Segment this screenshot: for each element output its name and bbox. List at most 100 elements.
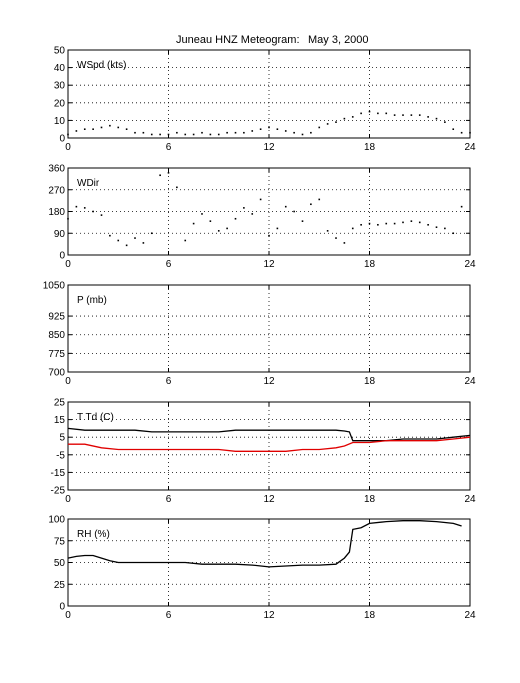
data-point bbox=[234, 131, 237, 134]
panel-1: 0 6 12 18 24 0 10 20 30 40 50 WSpd (kts) bbox=[54, 46, 476, 154]
data-point bbox=[427, 223, 429, 226]
x-tick-label: 18 bbox=[364, 494, 376, 505]
y-tick-label: 40 bbox=[54, 63, 66, 74]
x-tick-label: 24 bbox=[464, 259, 476, 270]
series-line-2 bbox=[68, 436, 471, 452]
y-tick-label: 20 bbox=[54, 98, 66, 109]
axes-box bbox=[67, 284, 471, 373]
data-point bbox=[268, 126, 270, 129]
data-point bbox=[109, 124, 111, 127]
panel-label: P (mb) bbox=[77, 295, 107, 306]
data-point bbox=[251, 213, 254, 215]
data-point bbox=[100, 126, 103, 129]
data-point bbox=[343, 242, 346, 244]
y-tick-label: 90 bbox=[54, 229, 66, 240]
data-point bbox=[150, 232, 153, 235]
y-tick-label: 25 bbox=[54, 398, 66, 409]
series-line-1 bbox=[67, 427, 471, 442]
data-point bbox=[209, 220, 212, 222]
data-point bbox=[435, 226, 438, 229]
data-point bbox=[176, 131, 178, 134]
data-point bbox=[418, 114, 421, 116]
data-point bbox=[201, 131, 203, 134]
x-tick-label: 12 bbox=[263, 494, 275, 505]
y-tick-label: 50 bbox=[54, 46, 66, 57]
data-point bbox=[134, 131, 136, 134]
data-point bbox=[351, 227, 354, 230]
x-tick-label: 6 bbox=[166, 610, 172, 621]
y-tick-label: -5 bbox=[56, 450, 65, 461]
data-point bbox=[368, 222, 371, 225]
data-point bbox=[284, 130, 287, 132]
data-point bbox=[67, 217, 69, 220]
data-point bbox=[134, 237, 136, 239]
y-tick-label: 5 bbox=[59, 433, 65, 444]
y-tick-label: 270 bbox=[48, 185, 65, 196]
panel-label: T Td (C) bbox=[77, 412, 114, 423]
y-tick-label: 25 bbox=[54, 580, 66, 591]
x-tick-label: 24 bbox=[464, 376, 476, 387]
panel-4: 0 6 12 18 24 -25 -15 -5 5 15 25 T Td (C) bbox=[51, 398, 476, 506]
x-tick-label: 0 bbox=[65, 494, 71, 505]
y-tick-label: -25 bbox=[51, 486, 66, 497]
data-point bbox=[201, 213, 203, 215]
data-point bbox=[226, 227, 228, 230]
data-point bbox=[301, 133, 304, 136]
y-tick-label: 700 bbox=[48, 368, 65, 379]
panel-5: 0 6 12 18 24 0 25 50 75 100 RH (%) bbox=[48, 515, 476, 622]
data-point bbox=[410, 114, 413, 116]
panel-2: 0 6 12 18 24 0 90 180 270 360 WDir bbox=[48, 164, 476, 271]
data-point bbox=[343, 117, 346, 120]
data-point bbox=[117, 239, 120, 242]
x-tick-label: 12 bbox=[263, 610, 275, 621]
data-point bbox=[310, 203, 312, 206]
data-point bbox=[243, 131, 245, 134]
data-point bbox=[92, 210, 94, 213]
data-point bbox=[360, 223, 362, 226]
data-point bbox=[293, 131, 295, 134]
data-point bbox=[117, 126, 120, 129]
panel-label: WSpd (kts) bbox=[77, 60, 126, 71]
x-tick-label: 12 bbox=[263, 259, 275, 270]
x-tick-label: 12 bbox=[263, 142, 275, 153]
data-point bbox=[67, 133, 69, 136]
y-tick-label: 1050 bbox=[43, 281, 66, 292]
x-tick-label: 0 bbox=[65, 142, 71, 153]
y-tick-label: 10 bbox=[54, 116, 66, 127]
data-point bbox=[368, 110, 371, 113]
data-point bbox=[176, 186, 178, 189]
data-point bbox=[284, 205, 287, 208]
y-tick-label: 850 bbox=[48, 330, 65, 341]
y-tick-label: 360 bbox=[48, 164, 65, 175]
y-tick-label: 75 bbox=[54, 536, 66, 547]
data-point bbox=[293, 210, 295, 213]
data-point bbox=[335, 121, 337, 123]
data-point bbox=[402, 114, 404, 116]
data-point bbox=[142, 242, 145, 244]
x-tick-label: 6 bbox=[166, 376, 172, 387]
data-point bbox=[427, 116, 429, 118]
y-tick-label: 925 bbox=[48, 312, 65, 323]
data-point bbox=[192, 222, 195, 225]
data-point bbox=[402, 221, 404, 224]
data-point bbox=[259, 198, 262, 201]
data-point bbox=[217, 133, 220, 136]
y-tick-label: 100 bbox=[48, 515, 65, 526]
panel-label: RH (%) bbox=[77, 529, 110, 540]
data-point bbox=[385, 112, 388, 115]
x-tick-label: 0 bbox=[65, 610, 71, 621]
data-point bbox=[351, 116, 354, 118]
x-tick-label: 18 bbox=[364, 259, 376, 270]
data-point bbox=[209, 133, 212, 136]
data-point bbox=[326, 230, 329, 232]
data-point bbox=[301, 220, 304, 222]
x-tick-label: 18 bbox=[364, 376, 376, 387]
y-tick-label: 50 bbox=[54, 558, 66, 569]
series-line-1 bbox=[67, 520, 462, 568]
x-tick-label: 24 bbox=[464, 494, 476, 505]
data-point bbox=[100, 214, 103, 216]
data-point bbox=[150, 133, 153, 136]
y-tick-label: 775 bbox=[48, 349, 65, 360]
data-point bbox=[360, 112, 362, 115]
data-point bbox=[460, 131, 463, 134]
